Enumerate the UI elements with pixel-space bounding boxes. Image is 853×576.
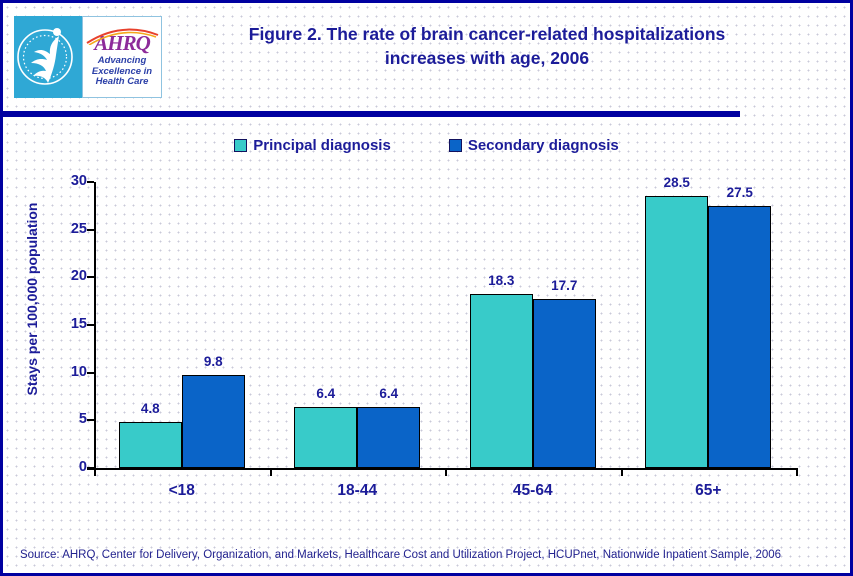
chart-legend: Principal diagnosis Secondary diagnosis — [3, 137, 850, 154]
ahrq-tagline: Advancing Excellence in Health Care — [91, 55, 153, 87]
legend-item-secondary: Secondary diagnosis — [448, 137, 619, 154]
x-tick-mark — [445, 468, 447, 476]
bar-principal — [118, 422, 182, 468]
ahrq-logo: AHRQ Advancing Excellence in Health Care — [14, 16, 162, 98]
x-tick-mark — [796, 468, 798, 476]
bar-value-label: 9.8 — [203, 354, 223, 369]
y-tick-mark — [87, 276, 94, 279]
bar-secondary — [532, 299, 596, 468]
bar-value-label: 4.8 — [140, 401, 160, 416]
x-category-label: 18-44 — [337, 482, 378, 499]
x-axis-line — [87, 468, 798, 470]
y-tick-mark — [87, 419, 94, 422]
hhs-eagle-seal-icon — [14, 16, 82, 98]
legend-label-secondary: Secondary diagnosis — [467, 137, 619, 154]
y-tick-label: 30 — [70, 173, 87, 189]
ahrq-logo-text: AHRQ Advancing Excellence in Health Care — [82, 16, 162, 98]
legend-item-principal: Principal diagnosis — [234, 137, 391, 154]
chart-plot: Stays per 100,000 population 0 5 10 15 20 25 3… — [3, 3, 850, 573]
x-category-label: <18 — [168, 482, 195, 499]
y-tick-label: 15 — [70, 316, 87, 332]
y-tick-label: 20 — [70, 268, 87, 285]
bar-secondary — [357, 407, 421, 468]
x-tick-mark — [269, 468, 272, 476]
y-tick-mark — [87, 181, 94, 183]
bar-principal — [469, 294, 533, 468]
rainbow-arc-icon — [86, 28, 159, 45]
x-category-label: 45-64 — [512, 482, 553, 499]
bar-principal — [645, 196, 709, 468]
bar-value-label: 17.7 — [551, 278, 578, 293]
y-tick-label: 5 — [78, 411, 87, 428]
source-note: Source: AHRQ, Center for Delivery, Organ… — [20, 549, 782, 561]
bar-value-label: 27.5 — [726, 185, 753, 200]
y-tick-label: 10 — [70, 363, 87, 380]
x-tick-mark — [620, 468, 623, 476]
bar-value-label: 18.3 — [488, 273, 515, 288]
secondary-swatch-icon — [448, 139, 462, 152]
header-divider — [3, 111, 740, 117]
ahrq-acronym: AHRQ — [94, 31, 151, 55]
bar-value-label: 6.4 — [379, 386, 399, 401]
principal-swatch-icon — [234, 139, 248, 152]
bar-secondary — [708, 206, 772, 468]
bar-value-label: 28.5 — [663, 175, 690, 190]
x-category-label: 65+ — [695, 482, 722, 499]
y-axis-title: Stays per 100,000 population — [24, 202, 40, 396]
y-tick-mark — [87, 324, 94, 326]
y-tick-mark — [87, 228, 94, 231]
bar-principal — [294, 407, 358, 468]
figure-title: Figure 2. The rate of brain cancer-relat… — [163, 22, 811, 70]
y-tick-label: 0 — [78, 459, 87, 475]
bar-value-label: 6.4 — [316, 386, 336, 401]
figure-title-line2: increases with age, 2006 — [384, 48, 590, 68]
figure-title-line1: Figure 2. The rate of brain cancer-relat… — [248, 24, 726, 44]
legend-label-principal: Principal diagnosis — [253, 137, 391, 154]
x-tick-mark — [94, 468, 96, 476]
y-tick-mark — [87, 371, 94, 374]
y-tick-label: 25 — [70, 220, 87, 237]
y-axis-line — [94, 182, 96, 470]
bar-secondary — [181, 375, 245, 468]
